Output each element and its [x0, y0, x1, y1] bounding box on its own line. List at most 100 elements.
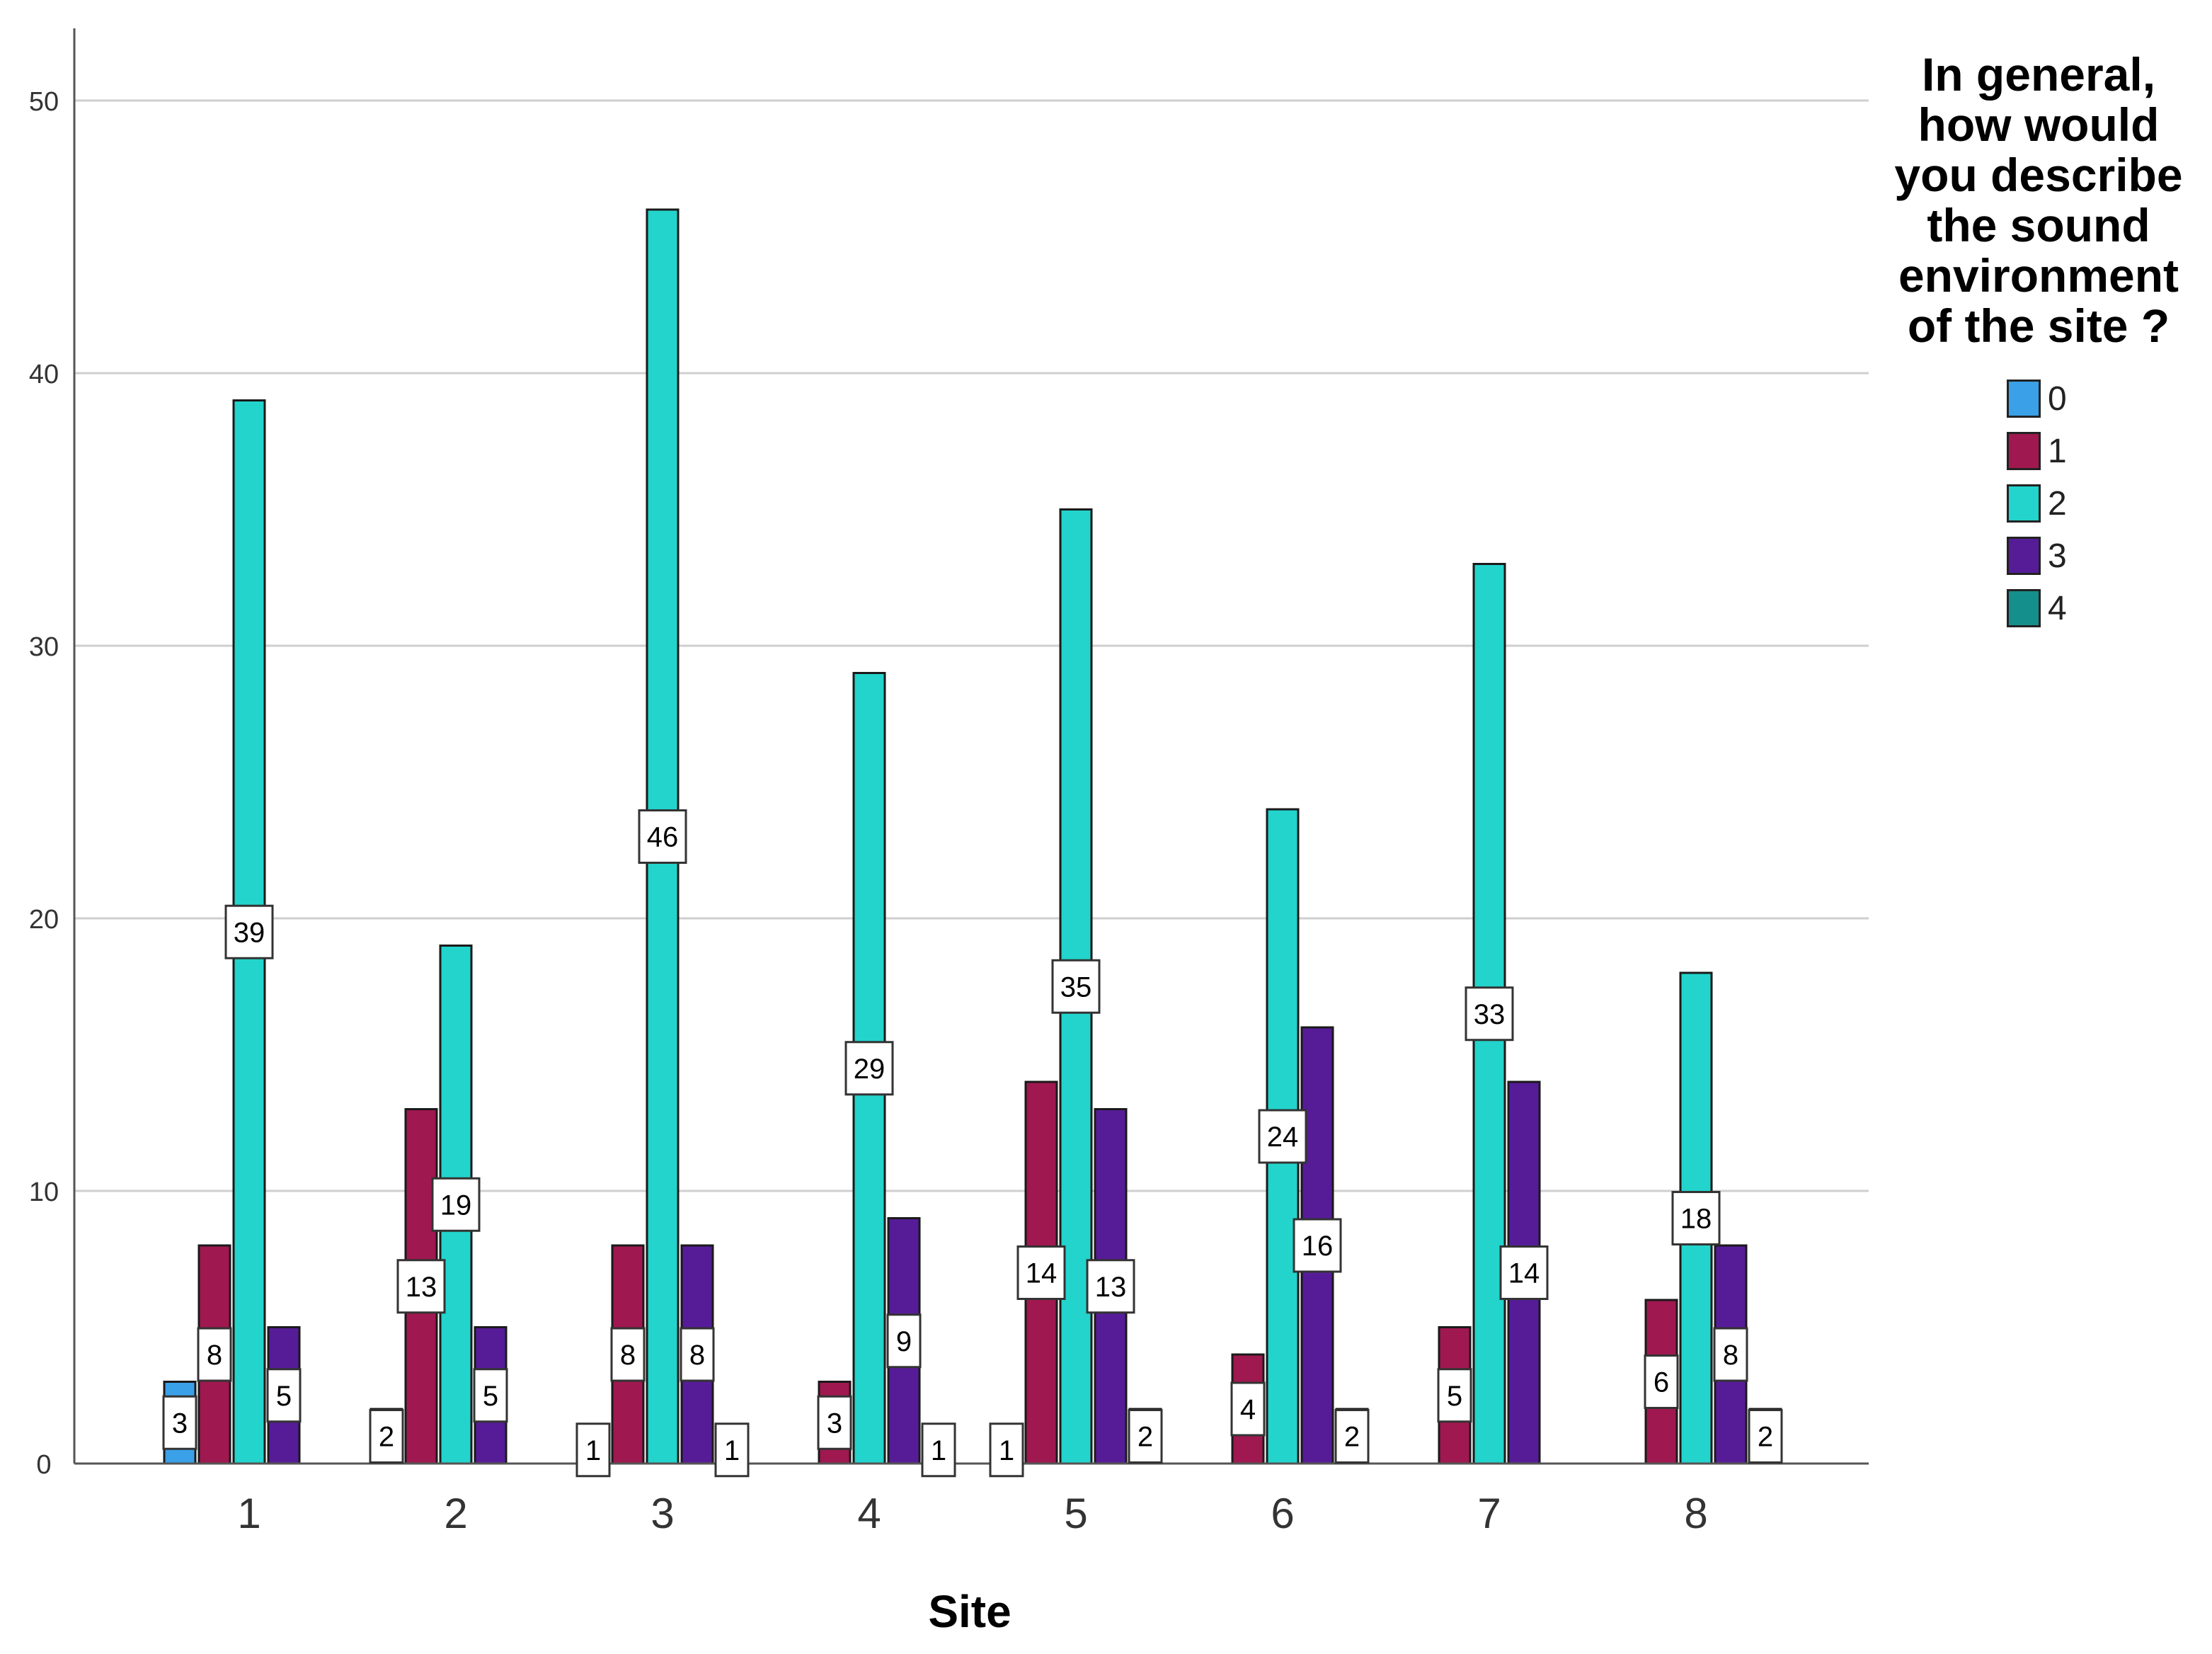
data-label-box [197, 1327, 232, 1382]
legend-item-0: 0 [1876, 372, 2201, 425]
y-tick-label: 20 [29, 905, 59, 935]
data-label: 2 [1344, 1422, 1360, 1453]
data-label-box [1465, 986, 1514, 1042]
data-label: 1 [999, 1435, 1014, 1466]
data-label-box [1437, 1368, 1472, 1423]
data-label: 14 [1026, 1258, 1058, 1289]
legend-title: In general, how would you describe the soun… [1876, 50, 2201, 351]
data-label: 5 [483, 1381, 498, 1412]
data-label: 5 [1447, 1381, 1462, 1412]
x-tick-label: 8 [1684, 1490, 1707, 1537]
x-tick-label: 3 [651, 1490, 674, 1537]
legend-items: 0 1 2 3 4 [1876, 372, 2201, 634]
data-label-box [817, 1395, 852, 1450]
data-label: 35 [1060, 971, 1092, 1003]
legend-item-4: 4 [1876, 582, 2201, 634]
legend: In general, how would you describe the soun… [1876, 50, 2201, 634]
data-label: 8 [620, 1340, 636, 1371]
data-label-box [224, 904, 274, 959]
x-tick-label: 5 [1064, 1490, 1087, 1537]
legend-title-line: In general, [1921, 48, 2156, 101]
legend-title-line: how would [1918, 98, 2160, 151]
axes [73, 28, 1869, 1465]
data-label-box [1128, 1409, 1163, 1464]
y-tick-label: 0 [36, 1450, 51, 1480]
legend-label: 4 [2048, 589, 2067, 627]
data-label-box [1051, 959, 1101, 1014]
data-label: 1 [724, 1435, 740, 1466]
x-tick-label: 1 [237, 1490, 260, 1537]
data-label: 39 [234, 917, 265, 948]
legend-item-2: 2 [1876, 477, 2201, 530]
legend-label: 3 [2048, 537, 2067, 575]
data-label-box [1230, 1381, 1266, 1437]
legend-title-line: the sound [1927, 199, 2150, 251]
data-label: 18 [1680, 1204, 1712, 1235]
y-tick-label: 30 [29, 632, 59, 662]
data-label-box [921, 1422, 956, 1478]
data-label-box [1499, 1245, 1549, 1300]
y-axis-ticks: 0 10 20 30 40 50 [29, 87, 59, 1480]
legend-swatch [2007, 432, 2041, 470]
data-label: 2 [379, 1422, 394, 1453]
x-tick-label: 7 [1477, 1490, 1501, 1537]
data-label: 4 [1240, 1394, 1256, 1425]
data-label: 8 [689, 1340, 705, 1371]
data-label-box [1293, 1218, 1342, 1273]
data-label-box [714, 1422, 750, 1478]
legend-label: 1 [2048, 432, 2067, 470]
data-label-box [431, 1177, 481, 1232]
data-label: 13 [1095, 1272, 1127, 1303]
y-tick-label: 10 [29, 1177, 59, 1207]
legend-item-3: 3 [1876, 530, 2201, 582]
x-tick-label: 6 [1271, 1490, 1294, 1537]
legend-swatch [2007, 537, 2041, 575]
data-label-box [844, 1041, 894, 1096]
data-label-box [575, 1422, 611, 1478]
data-label-box [1671, 1191, 1721, 1245]
legend-swatch [2007, 589, 2041, 627]
data-label: 1 [931, 1435, 946, 1466]
data-label-box [989, 1422, 1024, 1478]
data-label: 24 [1267, 1122, 1299, 1153]
legend-swatch [2007, 380, 2041, 418]
x-axis-title: Site [928, 1586, 1011, 1637]
data-label: 8 [207, 1340, 222, 1371]
data-label: 13 [406, 1272, 437, 1303]
y-tick-label: 50 [29, 87, 59, 117]
data-label-box [266, 1368, 302, 1423]
data-label: 8 [1723, 1340, 1738, 1371]
data-label: 2 [1137, 1422, 1153, 1453]
data-label: 5 [276, 1381, 292, 1412]
gridlines [74, 99, 1869, 1192]
data-label-box [1258, 1109, 1307, 1164]
legend-title-line: of the site ? [1907, 300, 2170, 352]
data-label: 33 [1474, 999, 1506, 1030]
data-label-box [1334, 1409, 1370, 1464]
x-tick-label: 2 [444, 1490, 467, 1537]
data-label: 6 [1654, 1367, 1669, 1398]
legend-label: 2 [2048, 484, 2067, 523]
data-label-box [886, 1313, 922, 1369]
legend-title-line: environment [1898, 249, 2179, 302]
data-label-box [1748, 1409, 1783, 1464]
legend-swatch [2007, 484, 2041, 523]
data-label: 19 [440, 1190, 472, 1221]
data-label-box [1016, 1245, 1066, 1300]
data-label: 16 [1302, 1231, 1334, 1262]
data-label-box [1086, 1259, 1135, 1314]
data-label-box [680, 1327, 715, 1382]
data-label-box [473, 1368, 508, 1423]
data-label: 46 [647, 822, 679, 853]
data-label: 3 [827, 1408, 842, 1439]
x-axis-ticks: 1 2 3 4 5 6 7 8 [237, 1490, 1707, 1537]
data-label: 14 [1508, 1258, 1540, 1289]
data-label: 3 [172, 1408, 188, 1439]
data-label-box [638, 809, 687, 864]
data-label: 2 [1758, 1422, 1773, 1453]
data-label-box [610, 1327, 646, 1382]
legend-title-line: you describe [1894, 149, 2183, 201]
legend-item-1: 1 [1876, 425, 2201, 477]
